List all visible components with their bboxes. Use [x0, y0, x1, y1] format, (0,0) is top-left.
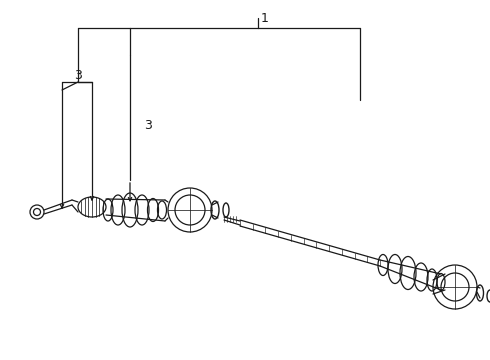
- Text: 3: 3: [144, 118, 152, 131]
- Text: 1: 1: [261, 12, 269, 24]
- Text: 3: 3: [74, 68, 82, 81]
